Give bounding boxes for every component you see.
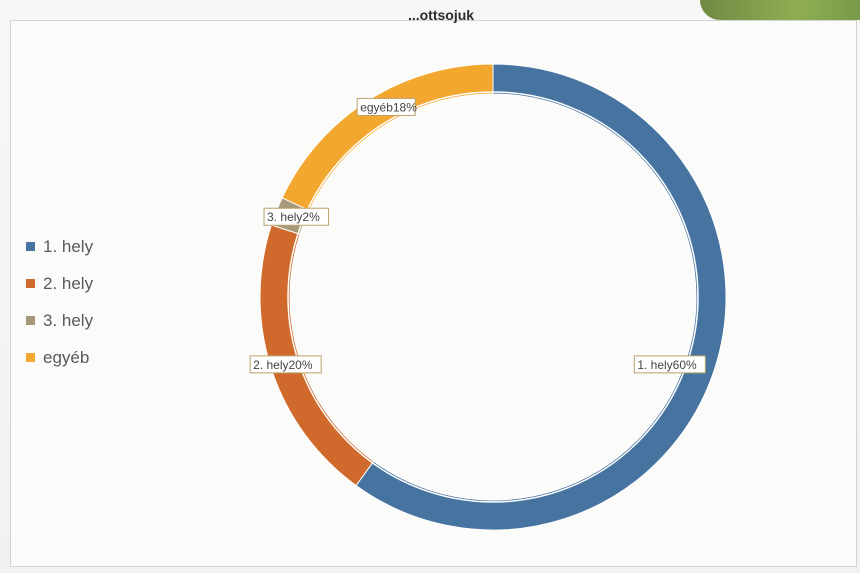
legend-label: egyéb: [43, 347, 90, 367]
donut-slice-2-hely: [259, 224, 375, 487]
data-label: egyéb18%: [360, 100, 417, 114]
legend-item-2-hely: 2. hely: [26, 265, 93, 302]
data-label: 2. hely20%: [253, 358, 313, 372]
donut-slice-1-hely: [355, 63, 727, 531]
data-label-box: [263, 207, 330, 226]
donut-slices: [259, 63, 727, 531]
data-label-box: [356, 97, 416, 116]
legend-swatch: [26, 316, 35, 325]
chart-title: ...ottsojuk: [407, 7, 475, 23]
data-label: 1. hely60%: [637, 358, 697, 372]
legend-swatch: [26, 353, 35, 362]
legend-label: 1. hely: [43, 236, 94, 256]
inner-ring-line: [287, 91, 699, 503]
legend-item-egyeb: egyéb: [26, 339, 93, 376]
legend-item-1-hely: 1. hely: [26, 228, 93, 265]
data-labels: 1. hely60% 2. hely20% 3. hely2% egyéb18%: [249, 97, 706, 374]
legend-label: 3. hely: [43, 310, 94, 330]
data-label-box: [633, 355, 706, 374]
corner-decoration: [700, 0, 860, 20]
legend-item-3-hely: 3. hely: [26, 302, 93, 339]
legend-swatch: [26, 242, 35, 251]
data-label: 3. hely2%: [267, 210, 320, 224]
donut-inner-ring: [287, 91, 699, 503]
data-label-box: [249, 355, 322, 374]
legend-swatch: [26, 279, 35, 288]
donut-slice-egy-b: [281, 63, 494, 212]
chart-legend: 1. hely 2. hely 3. hely egyéb: [26, 228, 93, 376]
legend-label: 2. hely: [43, 273, 94, 293]
